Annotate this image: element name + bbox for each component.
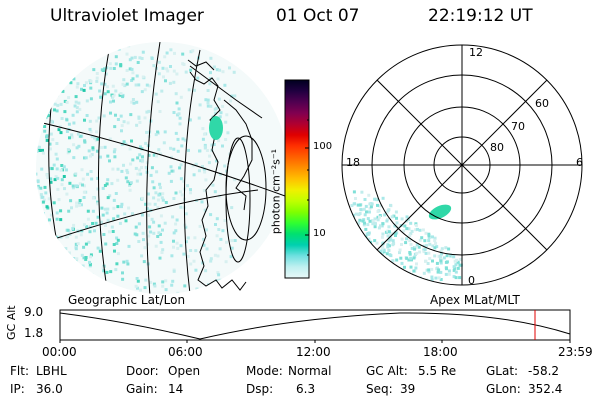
time-label: 22:19:12 UT	[428, 6, 533, 26]
altitude-xtick-1800: 18:00	[423, 345, 458, 359]
instrument-title: Ultraviolet Imager	[50, 6, 204, 26]
mode-value: Normal	[288, 364, 332, 378]
glat-value: -58.2	[528, 364, 560, 378]
aurora-bright-spot-geo	[209, 116, 223, 140]
colorbar-unit-label: photon cm⁻²s⁻¹	[269, 148, 283, 235]
gain-label: Gain:	[126, 382, 158, 396]
geographic-latlon-title: Geographic Lat/Lon	[68, 293, 186, 307]
dsp-label: Dsp:	[246, 382, 274, 396]
polar-grid	[341, 44, 583, 286]
coastline-outline	[187, 59, 267, 291]
ip-value: 36.0	[36, 382, 63, 396]
colorbar-tick-100: 100	[313, 141, 333, 152]
altitude-curve	[59, 312, 571, 340]
date-label: 01 Oct 07	[276, 6, 360, 26]
seq-label: Seq:	[366, 382, 393, 396]
mlat-label-60: 60	[535, 97, 549, 110]
altitude-x-ticks	[59, 340, 571, 343]
ip-label: IP:	[10, 382, 25, 396]
colorbar-tick-10: 10	[313, 228, 326, 239]
altitude-ylabel: GC Alt	[5, 305, 18, 340]
glon-label: GLon:	[486, 382, 521, 396]
altitude-xtick-0000: 00:00	[42, 345, 77, 359]
mlat-label-70: 70	[511, 120, 525, 133]
altitude-xtick-2359: 23:59	[558, 345, 593, 359]
mode-label: Mode:	[246, 364, 283, 378]
polar-mlat-mlt-plot	[341, 44, 583, 286]
gc-alt-label: GC Alt:	[366, 364, 408, 378]
altitude-ytick-low: 1.8	[24, 326, 44, 340]
gc-alt-value: 5.5 Re	[418, 364, 457, 378]
glon-value: 352.4	[528, 382, 563, 396]
colorbar	[284, 79, 310, 279]
dsp-value: 6.3	[296, 382, 316, 396]
altitude-plot	[59, 309, 571, 343]
geographic-image	[36, 42, 288, 294]
flt-value: LBHL	[36, 364, 67, 378]
mlt-label-6: 6	[576, 156, 583, 169]
aurora-bright-spot-polar	[428, 204, 452, 220]
door-label: Door:	[126, 364, 159, 378]
mlt-label-0: 0	[468, 274, 475, 287]
apex-mlat-mlt-title: Apex MLat/MLT	[430, 293, 520, 307]
altitude-xtick-0600: 06:00	[168, 345, 203, 359]
mlt-label-12: 12	[469, 46, 483, 59]
glat-label: GLat:	[486, 364, 519, 378]
seq-value: 39	[400, 382, 416, 396]
altitude-xtick-1200: 12:00	[296, 345, 331, 359]
gain-value: 14	[168, 382, 184, 396]
flt-label: Flt:	[10, 364, 29, 378]
mlat-label-80: 80	[490, 141, 504, 154]
door-value: Open	[168, 364, 201, 378]
altitude-ytick-high: 9.0	[24, 305, 44, 319]
mlt-label-18: 18	[346, 156, 360, 169]
